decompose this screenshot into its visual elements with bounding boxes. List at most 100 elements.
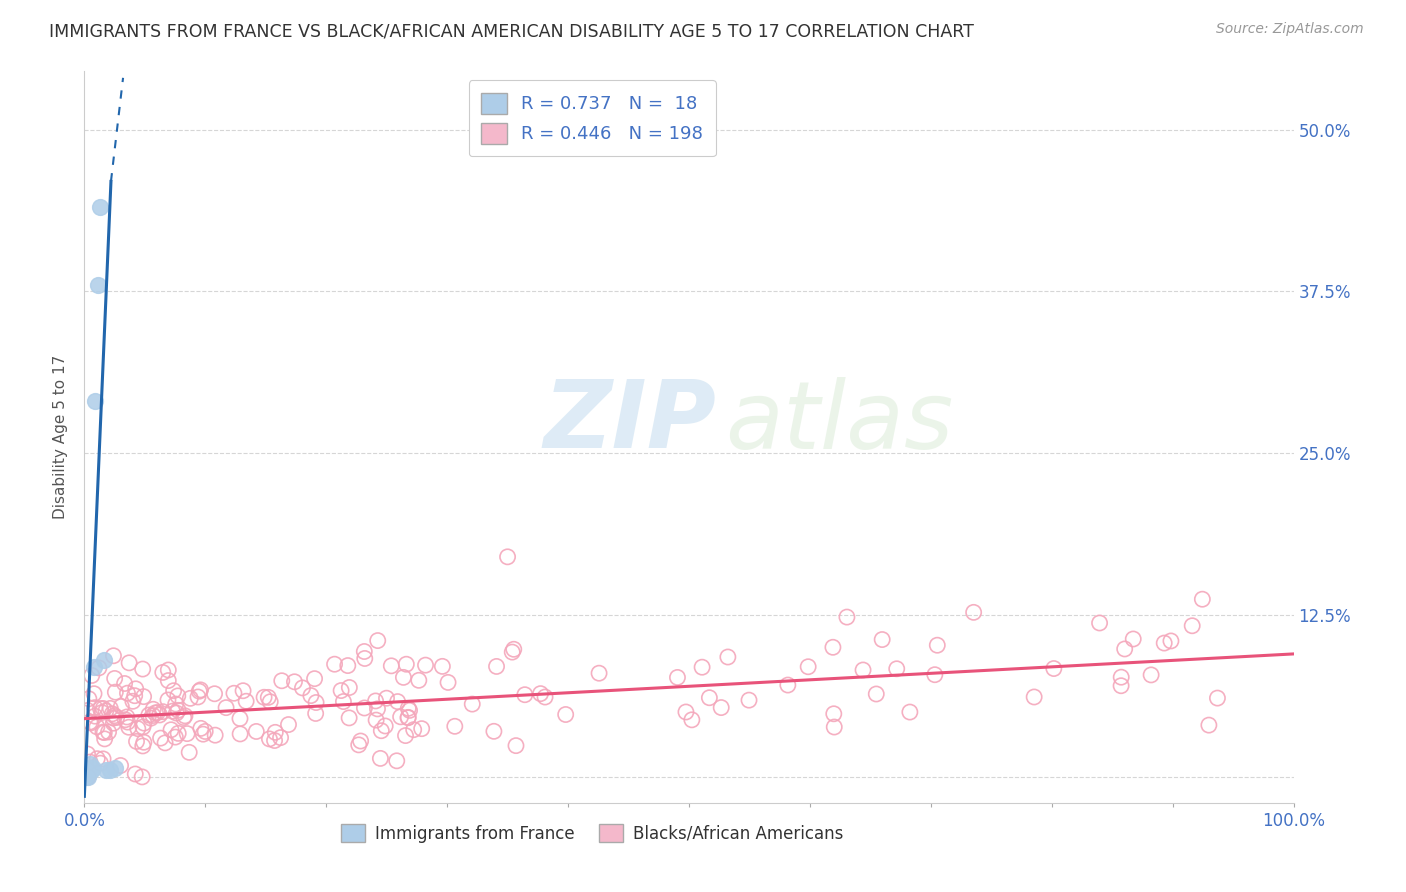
Point bbox=[77, 770, 100, 784]
Point bbox=[366, 713, 388, 727]
Point bbox=[165, 730, 187, 744]
Point bbox=[149, 708, 172, 723]
Point bbox=[83, 709, 105, 723]
Point bbox=[1024, 690, 1046, 704]
Point bbox=[330, 683, 353, 698]
Point bbox=[738, 693, 761, 707]
Point bbox=[927, 638, 949, 652]
Point bbox=[191, 727, 214, 741]
Point bbox=[89, 200, 111, 214]
Point bbox=[190, 722, 212, 736]
Point bbox=[245, 724, 267, 739]
Point bbox=[83, 660, 105, 674]
Point bbox=[91, 752, 114, 766]
Point bbox=[204, 728, 226, 742]
Point bbox=[353, 701, 375, 715]
Point bbox=[370, 751, 392, 765]
Point bbox=[270, 731, 292, 745]
Point bbox=[142, 708, 165, 723]
Point bbox=[93, 731, 115, 746]
Point bbox=[76, 764, 98, 778]
Point bbox=[502, 642, 524, 657]
Point bbox=[174, 708, 197, 723]
Point bbox=[717, 650, 740, 665]
Point bbox=[299, 689, 322, 703]
Point bbox=[115, 710, 138, 724]
Point bbox=[142, 702, 165, 716]
Point bbox=[1153, 636, 1175, 650]
Point bbox=[103, 716, 125, 731]
Point bbox=[505, 739, 527, 753]
Point bbox=[156, 693, 179, 707]
Point bbox=[152, 705, 174, 719]
Point bbox=[165, 697, 187, 711]
Point bbox=[529, 687, 551, 701]
Point bbox=[104, 685, 127, 699]
Point bbox=[835, 610, 858, 624]
Point bbox=[496, 549, 519, 564]
Point bbox=[146, 706, 169, 720]
Point bbox=[305, 706, 328, 721]
Point bbox=[173, 710, 195, 724]
Point bbox=[125, 734, 148, 748]
Point bbox=[79, 755, 101, 769]
Point bbox=[89, 756, 111, 771]
Point bbox=[1109, 670, 1132, 684]
Point bbox=[82, 761, 104, 775]
Point bbox=[865, 687, 887, 701]
Point bbox=[263, 733, 285, 747]
Point bbox=[80, 715, 103, 730]
Point bbox=[104, 672, 127, 686]
Point bbox=[145, 706, 167, 720]
Point bbox=[437, 675, 460, 690]
Point bbox=[118, 656, 141, 670]
Point bbox=[187, 690, 209, 704]
Point bbox=[513, 688, 536, 702]
Point bbox=[821, 640, 844, 655]
Point bbox=[823, 706, 845, 721]
Point bbox=[962, 605, 984, 619]
Point bbox=[132, 739, 155, 753]
Point bbox=[86, 720, 108, 734]
Point bbox=[396, 711, 419, 725]
Point bbox=[304, 672, 326, 686]
Point bbox=[79, 714, 101, 729]
Point bbox=[259, 695, 281, 709]
Point bbox=[235, 694, 257, 708]
Point bbox=[90, 706, 112, 720]
Point bbox=[80, 764, 103, 778]
Point bbox=[924, 667, 946, 681]
Point bbox=[83, 687, 105, 701]
Point bbox=[179, 745, 201, 759]
Point bbox=[588, 666, 610, 681]
Point bbox=[160, 723, 183, 737]
Point bbox=[165, 706, 187, 720]
Point bbox=[370, 723, 392, 738]
Point bbox=[347, 738, 370, 752]
Point bbox=[75, 764, 97, 778]
Point bbox=[127, 722, 149, 736]
Point bbox=[162, 683, 184, 698]
Point bbox=[392, 670, 415, 684]
Point bbox=[1206, 691, 1229, 706]
Point bbox=[870, 632, 893, 647]
Point bbox=[132, 720, 155, 734]
Point bbox=[485, 659, 508, 673]
Point bbox=[104, 708, 127, 723]
Point bbox=[110, 758, 132, 772]
Point bbox=[132, 735, 155, 749]
Point bbox=[797, 659, 820, 673]
Point bbox=[89, 701, 111, 715]
Point bbox=[1191, 592, 1213, 607]
Point bbox=[153, 736, 176, 750]
Point bbox=[501, 645, 523, 659]
Point bbox=[93, 653, 115, 667]
Point bbox=[394, 729, 416, 743]
Point bbox=[86, 277, 108, 292]
Point bbox=[253, 690, 276, 705]
Point bbox=[387, 695, 409, 709]
Point bbox=[229, 712, 252, 726]
Point bbox=[336, 658, 359, 673]
Point bbox=[396, 701, 419, 715]
Point bbox=[229, 727, 252, 741]
